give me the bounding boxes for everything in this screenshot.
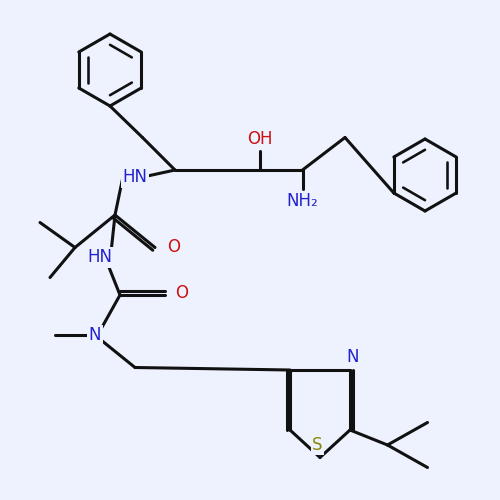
Text: N: N [346,348,359,366]
Text: HN: HN [122,168,148,186]
Text: OH: OH [247,130,273,148]
Text: S: S [312,436,323,454]
Text: N: N [89,326,101,344]
Text: O: O [168,238,180,256]
Text: NH₂: NH₂ [286,192,318,210]
Text: HN: HN [88,248,112,266]
Text: O: O [175,284,188,302]
